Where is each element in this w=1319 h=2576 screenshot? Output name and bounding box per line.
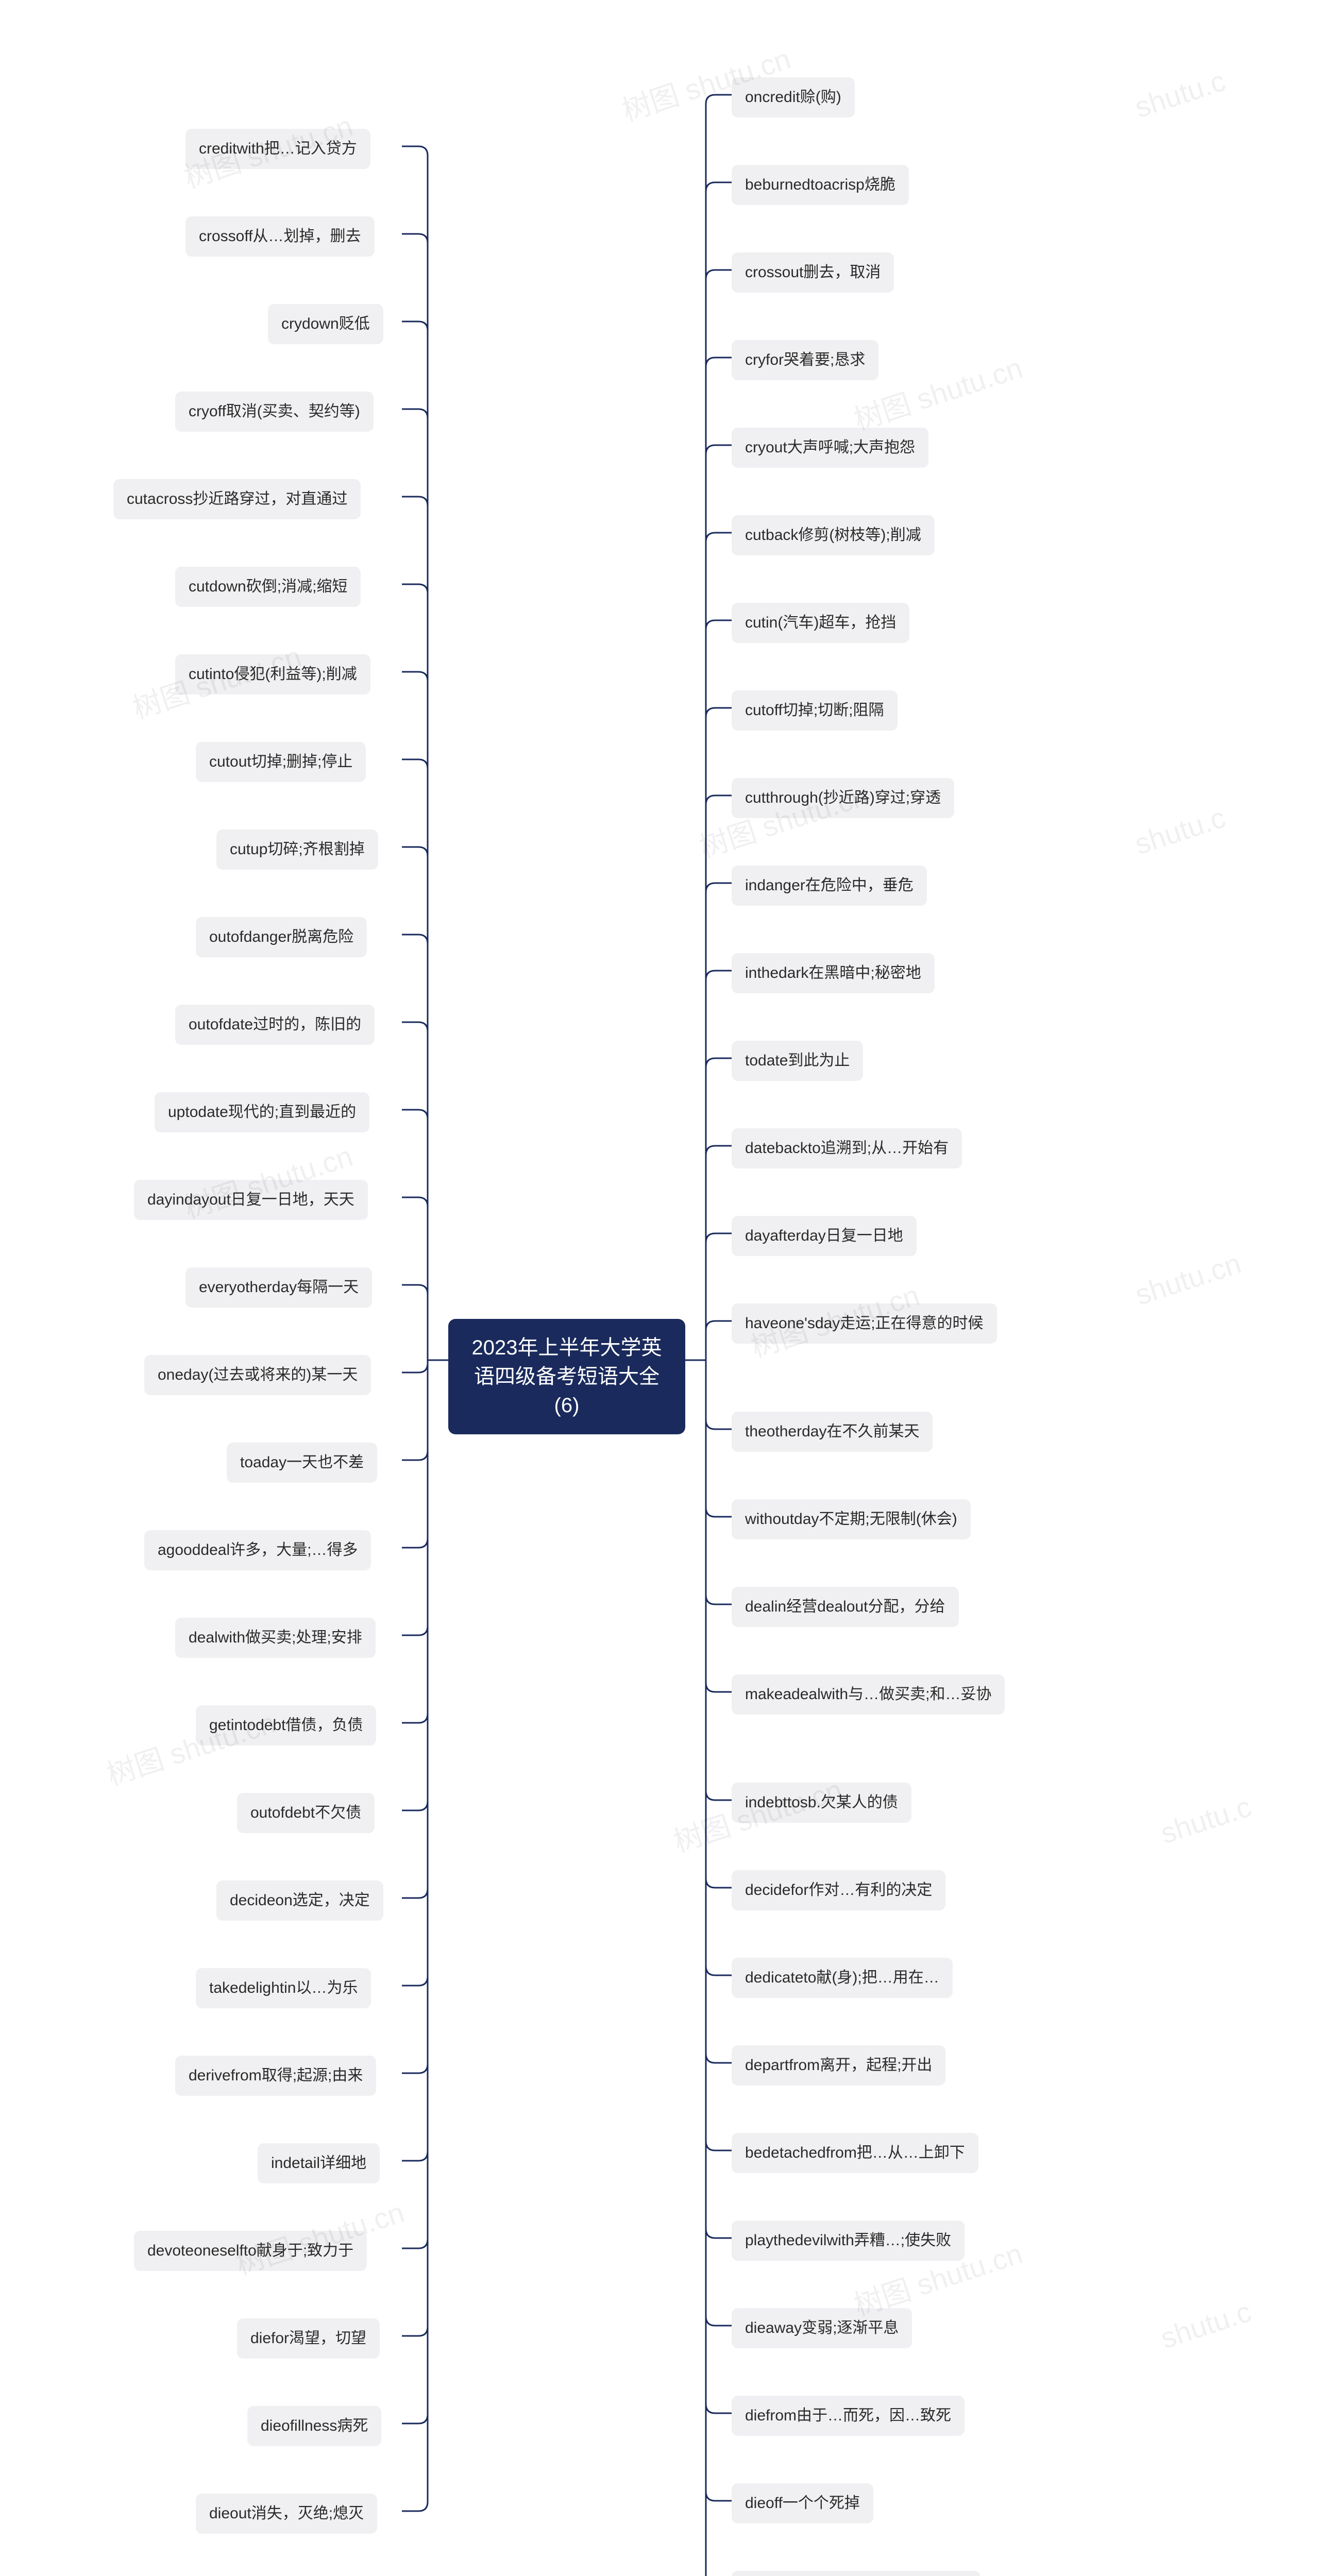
leaf-node: derivefrom取得;起源;由来 <box>175 2056 376 2096</box>
leaf-node: dieoff一个个死掉 <box>732 2483 873 2523</box>
leaf-node: dayindayout日复一日地，天天 <box>134 1180 368 1220</box>
leaf-node: playthedevilwith弄糟…;使失败 <box>732 2221 965 2261</box>
leaf-node: makeadifference有影响，有关系 <box>732 2571 980 2576</box>
leaf-node: getintodebt借债，负债 <box>196 1705 376 1745</box>
leaf-node: todate到此为止 <box>732 1041 863 1081</box>
leaf-node: dieaway变弱;逐渐平息 <box>732 2308 912 2348</box>
leaf-node: devoteoneselfto献身于;致力于 <box>134 2231 367 2271</box>
leaf-node: agooddeal许多，大量;…得多 <box>144 1530 371 1570</box>
leaf-node: indebttosb.欠某人的债 <box>732 1783 911 1823</box>
leaf-node: diefrom由于…而死，因…致死 <box>732 2396 965 2436</box>
leaf-node: outofdanger脱离危险 <box>196 917 367 957</box>
leaf-node: creditwith把…记入贷方 <box>185 129 370 169</box>
leaf-node: beburnedtoacrisp烧脆 <box>732 165 909 205</box>
leaf-node: dieofillness病死 <box>247 2406 381 2446</box>
leaf-node: crossoff从…划掉，删去 <box>185 216 375 257</box>
leaf-node: dayafterday日复一日地 <box>732 1216 917 1256</box>
leaf-node: toaday一天也不差 <box>227 1443 377 1483</box>
leaf-node: cryoff取消(买卖、契约等) <box>175 392 374 432</box>
leaf-node: cutdown砍倒;消减;缩短 <box>175 567 361 607</box>
leaf-node: oneday(过去或将来的)某一天 <box>144 1355 371 1395</box>
leaf-node: outofdate过时的，陈旧的 <box>175 1005 375 1045</box>
center-node: 2023年上半年大学英语四级备考短语大全(6) <box>448 1319 685 1434</box>
leaf-node: cryfor哭着要;恳求 <box>732 340 878 380</box>
leaf-node: withoutday不定期;无限制(休会) <box>732 1499 971 1539</box>
leaf-node: dieout消失，灭绝;熄灭 <box>196 2494 377 2534</box>
leaf-node: cutinto侵犯(利益等);削减 <box>175 654 370 694</box>
leaf-node: departfrom离开，起程;开出 <box>732 2045 945 2086</box>
leaf-node: dealin经营dealout分配，分给 <box>732 1587 959 1627</box>
leaf-node: takedelightin以…为乐 <box>196 1968 371 2008</box>
leaf-node: indanger在危险中，垂危 <box>732 866 927 906</box>
leaf-node: diefor渴望，切望 <box>237 2318 380 2359</box>
leaf-node: decidefor作对…有利的决定 <box>732 1870 945 1910</box>
leaf-node: oncredit赊(购) <box>732 77 855 117</box>
mindmap-canvas: 2023年上半年大学英语四级备考短语大全(6) oncredit赊(购) bebu… <box>0 0 1319 2576</box>
leaf-node: bedetachedfrom把…从…上卸下 <box>732 2133 978 2173</box>
leaf-node: decideon选定，决定 <box>216 1880 383 1921</box>
leaf-node: dealwith做买卖;处理;安排 <box>175 1618 376 1658</box>
leaf-node: cutup切碎;齐根割掉 <box>216 829 378 870</box>
leaf-node: cutin(汽车)超车，抢挡 <box>732 603 909 643</box>
leaf-node: everyotherday每隔一天 <box>185 1267 372 1308</box>
leaf-node: datebackto追溯到;从…开始有 <box>732 1128 962 1168</box>
leaf-node: cutout切掉;删掉;停止 <box>196 742 366 782</box>
leaf-node: makeadealwith与…做买卖;和…妥协 <box>732 1674 1005 1715</box>
leaf-node: cutacross抄近路穿过，对直通过 <box>113 479 361 519</box>
leaf-node: inthedark在黑暗中;秘密地 <box>732 953 935 993</box>
leaf-node: crydown贬低 <box>268 304 383 344</box>
leaf-node: uptodate现代的;直到最近的 <box>155 1092 369 1132</box>
leaf-node: outofdebt不欠债 <box>237 1793 375 1833</box>
leaf-node: cutback修剪(树枝等);削减 <box>732 515 935 555</box>
leaf-node: dedicateto献(身);把…用在… <box>732 1958 953 1998</box>
leaf-node: crossout删去，取消 <box>732 252 894 293</box>
leaf-node: cryout大声呼喊;大声抱怨 <box>732 428 928 468</box>
leaf-node: cutoff切掉;切断;阻隔 <box>732 690 898 731</box>
leaf-node: haveone'sday走运;正在得意的时候 <box>732 1303 997 1344</box>
leaf-node: theotherday在不久前某天 <box>732 1412 933 1452</box>
leaf-node: cutthrough(抄近路)穿过;穿透 <box>732 778 954 818</box>
leaf-node: indetail详细地 <box>258 2143 380 2183</box>
